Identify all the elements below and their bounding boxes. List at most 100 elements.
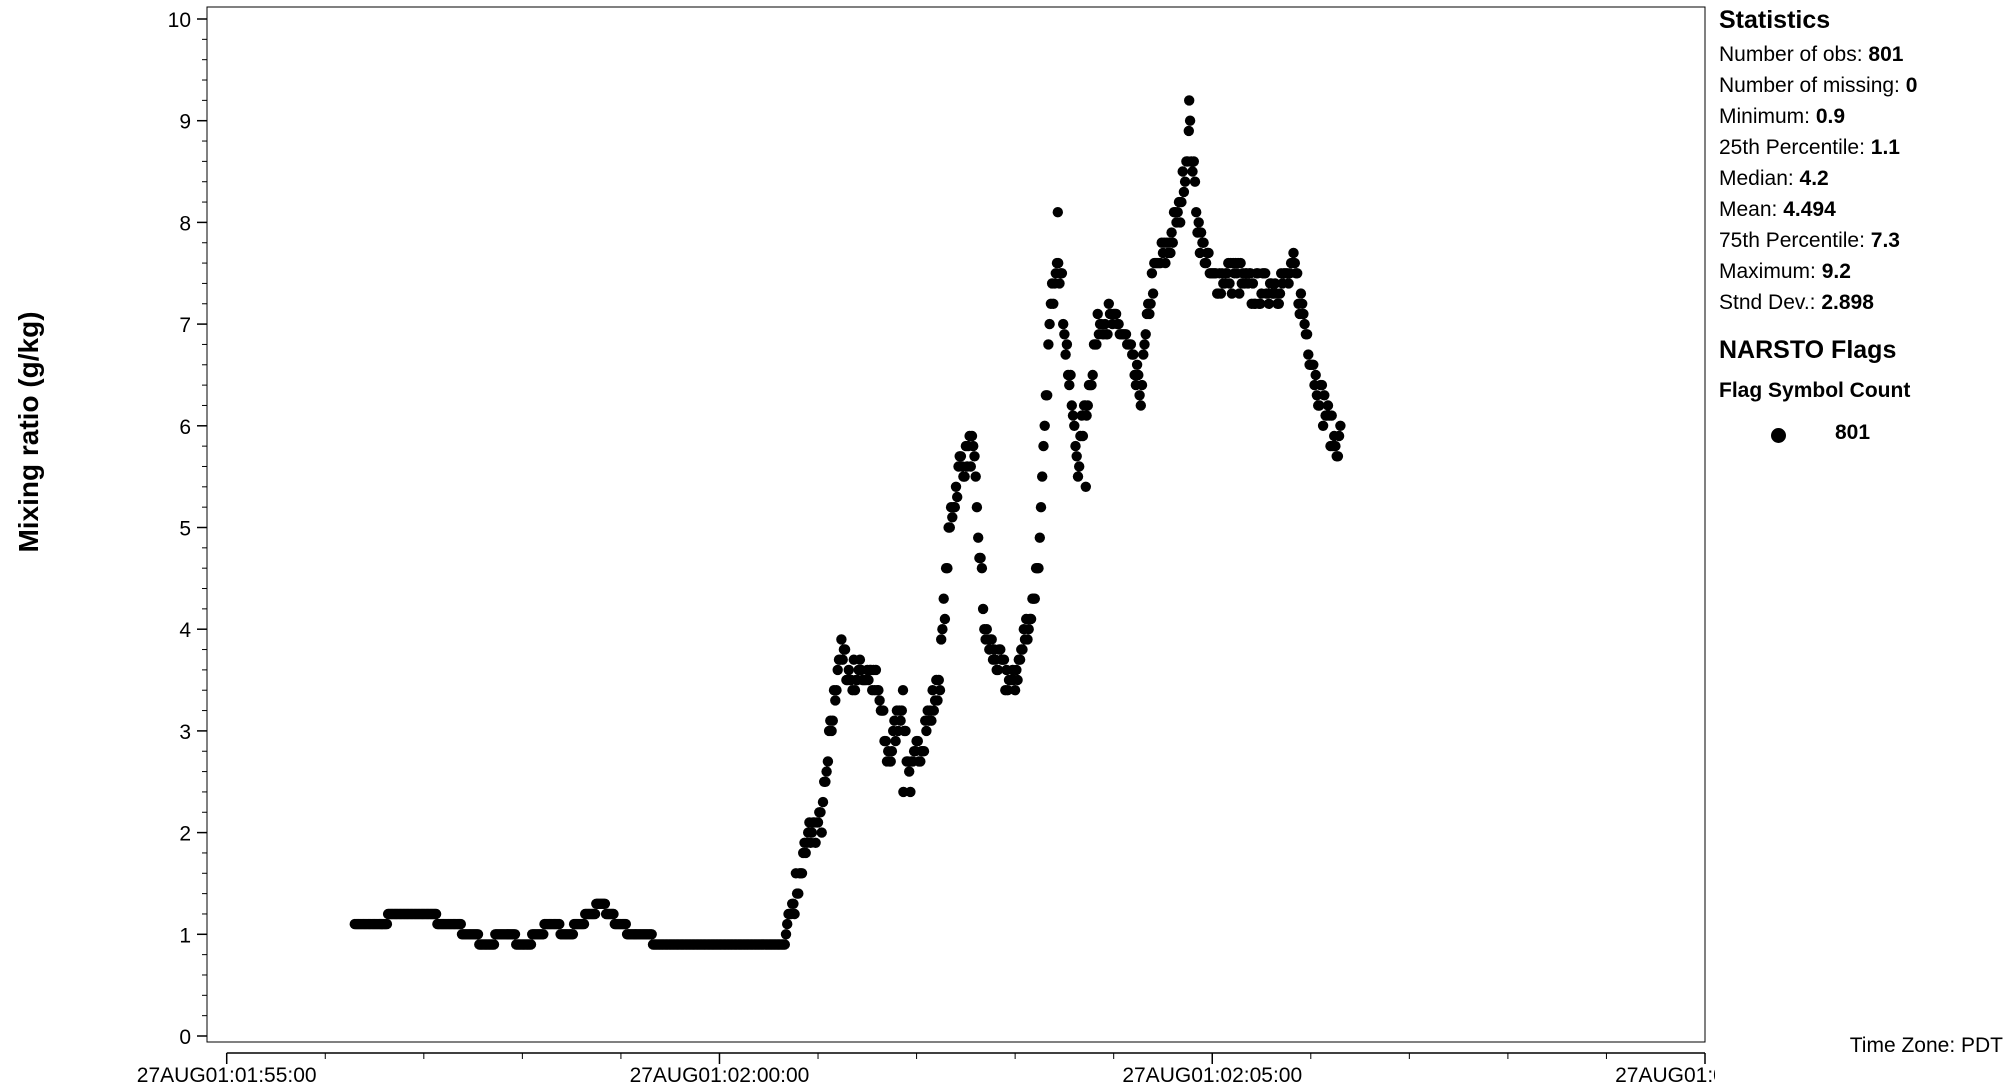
- x-tick-label: 27AUG01:02:05:00: [1122, 1064, 1302, 1087]
- data-point: [1311, 390, 1323, 401]
- data-point: [1140, 329, 1151, 340]
- data-point: [870, 664, 882, 676]
- y-tick-label: 3: [179, 721, 191, 744]
- data-point: [1191, 207, 1202, 218]
- data-point: [976, 563, 988, 574]
- data-point: [937, 624, 948, 635]
- data-point: [1009, 685, 1021, 696]
- stat-row: Mean: 4.494: [1719, 194, 2009, 225]
- data-point: [1184, 115, 1196, 126]
- data-point: [817, 796, 829, 808]
- data-point: [578, 918, 590, 930]
- y-tick-label: 5: [179, 518, 191, 541]
- data-point: [1263, 298, 1275, 309]
- data-point: [538, 929, 549, 940]
- data-point: [947, 512, 958, 523]
- data-point: [1166, 227, 1177, 238]
- x-axis: 27AUG01:01:55:00 27AUG01:02:00:00 27AUG01:…: [137, 1052, 1715, 1087]
- data-point: [1042, 390, 1053, 401]
- stat-value: 7.3: [1870, 229, 1900, 252]
- data-point: [1080, 481, 1092, 492]
- data-point: [1144, 308, 1155, 320]
- data-point: [895, 715, 906, 726]
- data-point: [1247, 278, 1259, 289]
- data-point: [455, 918, 466, 930]
- data-point: [1147, 288, 1159, 299]
- y-tick-label: 0: [179, 1026, 191, 1049]
- data-point: [1188, 156, 1200, 167]
- data-point: [1200, 257, 1212, 269]
- data-point: [839, 644, 851, 655]
- stat-label: 75th Percentile:: [1719, 229, 1871, 252]
- data-point: [1165, 247, 1176, 259]
- data-point: [1120, 329, 1132, 340]
- data-point: [832, 664, 843, 676]
- data-point: [1255, 298, 1266, 309]
- data-point: [1059, 329, 1070, 340]
- data-point: [472, 929, 484, 940]
- data-point: [1308, 359, 1319, 370]
- stat-label: 25th Percentile:: [1719, 136, 1871, 159]
- data-point: [1332, 451, 1344, 462]
- data-point: [1289, 257, 1301, 269]
- flag-count: 801: [1835, 421, 1871, 444]
- data-point: [1058, 318, 1069, 330]
- flags-title: NARSTO Flags: [1719, 336, 1897, 364]
- data-point: [782, 918, 793, 930]
- data-point: [831, 685, 842, 696]
- stat-label: Median:: [1719, 167, 1800, 190]
- data-point: [900, 725, 911, 737]
- data-point: [806, 827, 818, 838]
- data-point: [992, 664, 1004, 676]
- data-point: [971, 502, 983, 513]
- data-point: [1017, 644, 1028, 655]
- data-point: [796, 868, 808, 879]
- data-point: [1071, 451, 1082, 462]
- data-point: [1035, 502, 1047, 513]
- data-point: [836, 634, 847, 645]
- data-point: [488, 939, 500, 950]
- data-point: [934, 685, 946, 696]
- data-point: [1178, 186, 1190, 198]
- data-point: [1110, 308, 1122, 320]
- y-tick-label: 10: [168, 9, 191, 32]
- data-point: [1022, 634, 1033, 645]
- y-tick-label: 6: [179, 416, 191, 439]
- timezone-label: Time Zone: PDT: [1849, 1034, 2003, 1057]
- data-point: [1333, 430, 1345, 442]
- data-point: [1128, 349, 1139, 360]
- data-point: [880, 735, 891, 747]
- data-point: [928, 705, 939, 716]
- stat-row: Minimum: 0.9: [1719, 101, 2009, 132]
- stat-value: 4.494: [1783, 198, 1836, 221]
- stat-row: Median: 4.2: [1719, 163, 2009, 194]
- data-point: [1091, 339, 1102, 350]
- data-point: [1082, 400, 1094, 411]
- data-point: [904, 766, 915, 777]
- data-point: [1145, 298, 1156, 309]
- data-point: [1061, 339, 1073, 350]
- scatter-chart: 0 1 2 3 4 5 6 7 8 9 10 27AUG01:01:55:00 27AUG01:02:…: [13, 6, 1715, 1087]
- data-point: [1074, 461, 1085, 472]
- data-point: [1198, 237, 1209, 248]
- data-point: [567, 929, 579, 940]
- y-axis-label: Mixing ratio (g/kg): [13, 311, 44, 552]
- data-point: [1066, 400, 1078, 411]
- data-point: [1033, 563, 1044, 574]
- data-point: [932, 695, 943, 706]
- data-point: [1301, 329, 1313, 340]
- data-point: [966, 430, 978, 442]
- x-tick-label: 27AUG01:02:00:00: [630, 1064, 810, 1087]
- data-point: [986, 634, 997, 645]
- data-point: [1193, 217, 1204, 228]
- data-point: [918, 746, 930, 757]
- stat-row: Number of missing: 0: [1719, 70, 2009, 101]
- data-point: [995, 644, 1006, 655]
- data-point: [975, 552, 986, 564]
- stat-label: Number of missing:: [1719, 74, 1906, 97]
- data-point: [1234, 288, 1245, 299]
- data-point: [890, 735, 901, 747]
- data-point: [822, 756, 834, 767]
- data-point: [646, 929, 657, 940]
- data-point: [1177, 166, 1188, 177]
